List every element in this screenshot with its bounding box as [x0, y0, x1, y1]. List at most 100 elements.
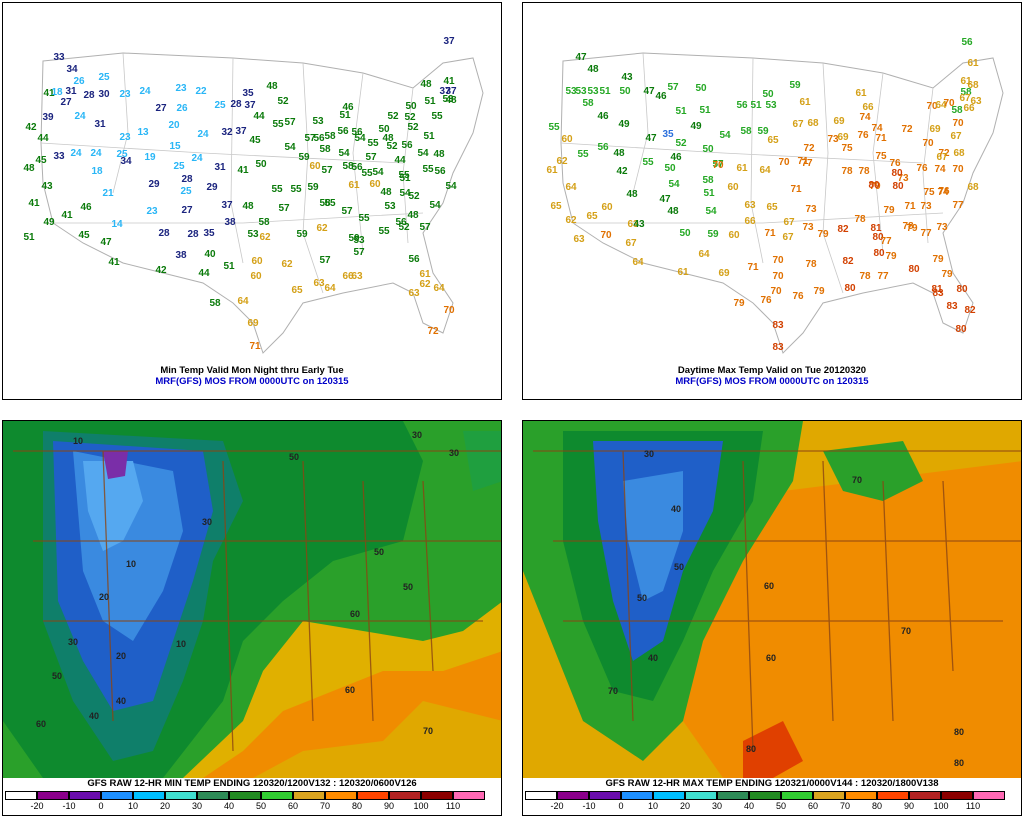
min-contour-label: 40	[115, 696, 127, 706]
colorbar-tick-label: -10	[62, 801, 76, 811]
min-station-value: 24	[90, 148, 102, 159]
max-station-value: 59	[707, 229, 719, 240]
min-station-value: 72	[427, 326, 439, 337]
min-station-value: 55	[290, 184, 302, 195]
max-station-value: 49	[690, 121, 702, 132]
max-station-value: 63	[744, 200, 756, 211]
min-station-value: 48	[420, 79, 432, 90]
min-station-value: 41	[443, 76, 455, 87]
min-station-value: 44	[37, 133, 49, 144]
max-station-value: 72	[803, 143, 815, 154]
min-station-value: 48	[407, 210, 419, 221]
min-station-value: 45	[249, 135, 261, 146]
min-station-value: 54	[429, 200, 441, 211]
max-station-value: 81	[931, 284, 943, 295]
min-station-value: 44	[253, 111, 265, 122]
max-station-value: 58	[740, 126, 752, 137]
max-station-value: 70	[778, 157, 790, 168]
min-station-value: 57	[319, 255, 331, 266]
min-station-value: 53	[312, 116, 324, 127]
min-station-value: 28	[158, 228, 170, 239]
min-station-value: 58	[209, 298, 221, 309]
max-station-value: 51	[699, 105, 711, 116]
min-mos-basemap	[40, 52, 484, 354]
max-station-value: 67	[936, 152, 948, 163]
min-contour-label: 10	[125, 559, 137, 569]
gfs-raw-min-panel: GFS RAW 12-HR MIN TEMP ENDING 120320/120…	[2, 420, 502, 816]
min-station-value: 59	[307, 182, 319, 193]
min-station-value: 51	[399, 173, 411, 184]
max-station-value: 70	[952, 118, 964, 129]
max-station-value: 50	[762, 89, 774, 100]
min-station-value: 20	[168, 120, 180, 131]
min-station-value: 41	[108, 257, 120, 268]
max-station-value: 71	[875, 133, 887, 144]
max-station-value: 47	[643, 86, 655, 97]
min-station-value: 51	[23, 232, 35, 243]
max-station-value: 74	[871, 123, 883, 134]
colorbar-swatch	[941, 791, 973, 800]
colorbar-tick-label: -10	[582, 801, 596, 811]
min-contour-label: 20	[115, 651, 127, 661]
max-station-value: 75	[841, 143, 853, 154]
max-station-value: 71	[764, 228, 776, 239]
max-station-value: 53	[565, 86, 577, 97]
min-station-value: 21	[102, 188, 114, 199]
colorbar-swatch	[389, 791, 421, 800]
max-station-value: 61	[960, 76, 972, 87]
min-station-value: 22	[195, 86, 207, 97]
max-station-value: 56	[961, 37, 973, 48]
min-station-value: 27	[60, 97, 72, 108]
min-station-value: 19	[144, 152, 156, 163]
min-station-value: 50	[405, 101, 417, 112]
colorbar-swatch	[781, 791, 813, 800]
min-station-value: 28	[181, 174, 193, 185]
min-station-value: 23	[119, 89, 131, 100]
max-station-value: 64	[935, 100, 947, 111]
max-station-value: 63	[573, 234, 585, 245]
max-station-value: 76	[889, 158, 901, 169]
max-station-value: 78	[854, 214, 866, 225]
max-station-value: 70	[943, 98, 955, 109]
max-station-value: 79	[932, 254, 944, 265]
max-station-value: 69	[837, 132, 849, 143]
max-station-value: 61	[546, 165, 558, 176]
colorbar-swatch	[421, 791, 453, 800]
min-station-value: 27	[181, 205, 193, 216]
colorbar-swatch	[973, 791, 1005, 800]
min-station-value: 55	[361, 168, 373, 179]
min-station-value: 60	[309, 161, 321, 172]
min-station-value: 52	[404, 112, 416, 123]
max-station-value: 78	[902, 221, 914, 232]
max-station-value: 79	[885, 251, 897, 262]
min-station-value: 45	[78, 230, 90, 241]
min-contour-label: 10	[72, 436, 84, 446]
max-station-value: 64	[698, 249, 710, 260]
max-station-value: 79	[817, 229, 829, 240]
min-station-value: 28	[187, 229, 199, 240]
max-station-value: 49	[618, 119, 630, 130]
min-station-value: 28	[83, 90, 95, 101]
min-station-value: 25	[180, 186, 192, 197]
max-station-value: 67	[959, 93, 971, 104]
max-station-value: 80	[955, 324, 967, 335]
max-contour-label: 40	[647, 653, 659, 663]
min-station-value: 43	[41, 181, 53, 192]
max-station-value: 54	[705, 206, 717, 217]
max-station-value: 69	[718, 268, 730, 279]
min-station-value: 60	[251, 256, 263, 267]
min-colorbar: -20 -10 0 10 20 30 40 50 60 70 80 90 100 110	[3, 789, 501, 815]
min-station-value: 38	[175, 250, 187, 261]
min-station-value: 63	[313, 278, 325, 289]
max-station-value: 68	[807, 118, 819, 129]
min-station-value: 46	[80, 202, 92, 213]
max-station-value: 55	[642, 157, 654, 168]
min-station-value: 55	[422, 164, 434, 175]
colorbar-swatch	[453, 791, 485, 800]
max-station-value: 54	[668, 179, 680, 190]
max-station-value: 77	[952, 200, 964, 211]
max-station-value: 70	[772, 255, 784, 266]
min-station-value: 56	[408, 254, 420, 265]
min-station-value: 64	[433, 283, 445, 294]
min-station-value: 57	[278, 203, 290, 214]
